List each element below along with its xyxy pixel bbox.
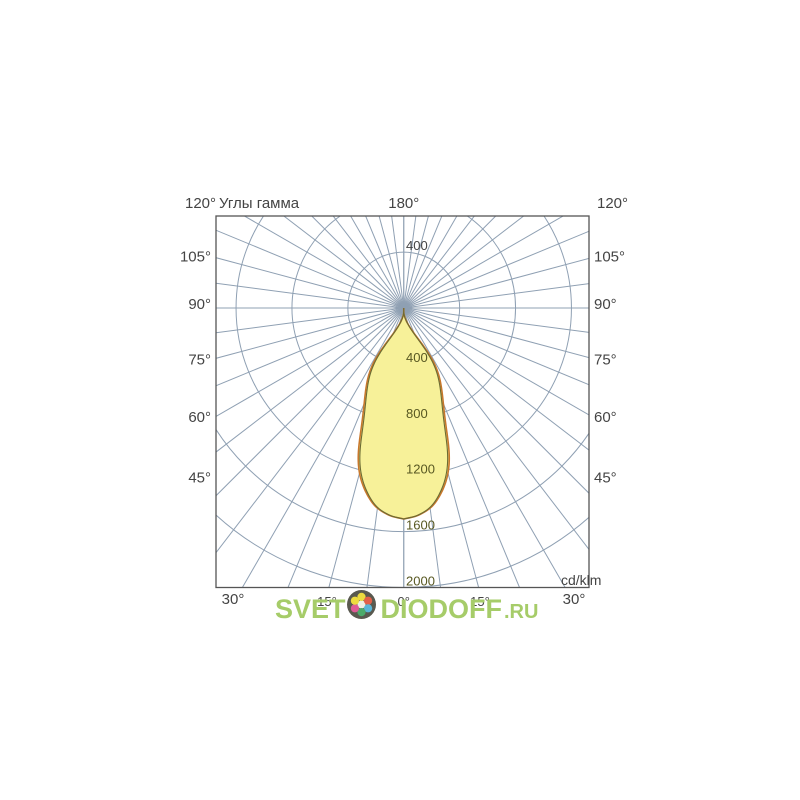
svg-text:1600: 1600 — [406, 518, 435, 533]
svg-text:90°: 90° — [594, 296, 617, 313]
svg-text:45°: 45° — [594, 469, 617, 486]
svg-text:75°: 75° — [188, 351, 211, 368]
svg-text:60°: 60° — [594, 409, 617, 426]
svg-text:120°: 120° — [597, 195, 628, 212]
svg-text:180°: 180° — [388, 195, 419, 212]
svg-text:DIODOFF: DIODOFF — [381, 594, 503, 624]
svg-text:400: 400 — [406, 350, 428, 365]
svg-text:90°: 90° — [188, 296, 211, 313]
svg-text:400: 400 — [406, 238, 428, 253]
svg-text:SVET: SVET — [275, 594, 346, 624]
svg-text:Углы гамма: Углы гамма — [219, 195, 300, 212]
svg-text:60°: 60° — [188, 409, 211, 426]
svg-text:105°: 105° — [180, 248, 211, 265]
svg-text:75°: 75° — [594, 351, 617, 368]
svg-text:120°: 120° — [185, 195, 216, 212]
svg-text:105°: 105° — [594, 248, 625, 265]
svg-text:45°: 45° — [188, 469, 211, 486]
svg-text:.RU: .RU — [504, 601, 538, 623]
svg-text:cd/klm: cd/klm — [561, 572, 601, 588]
svg-text:30°: 30° — [563, 591, 586, 608]
svg-text:30°: 30° — [222, 591, 245, 608]
svg-text:800: 800 — [406, 406, 428, 421]
svg-text:1200: 1200 — [406, 462, 435, 477]
svg-text:2000: 2000 — [406, 574, 435, 589]
